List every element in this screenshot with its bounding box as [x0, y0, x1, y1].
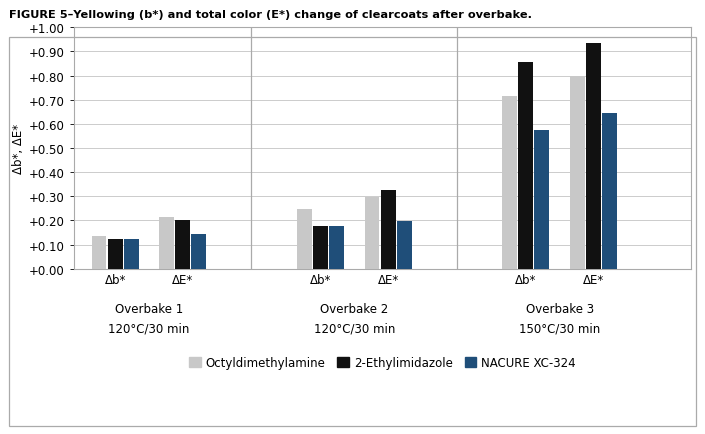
Bar: [502, 97, 517, 269]
Bar: [397, 221, 412, 269]
Text: 150°C/30 min: 150°C/30 min: [519, 322, 600, 335]
Bar: [329, 226, 344, 269]
Bar: [159, 217, 174, 269]
Bar: [518, 63, 533, 269]
Bar: [313, 226, 328, 269]
Text: Overbake 1: Overbake 1: [115, 303, 183, 316]
Bar: [534, 131, 549, 269]
Bar: [92, 237, 106, 269]
Text: Overbake 2: Overbake 2: [320, 303, 388, 316]
Text: Overbake 3: Overbake 3: [525, 303, 594, 316]
Bar: [191, 234, 207, 269]
Text: FIGURE 5–Yellowing (b*) and total color (E*) change of clearcoats after overbake: FIGURE 5–Yellowing (b*) and total color …: [9, 10, 532, 20]
Bar: [297, 209, 312, 269]
Legend: Octyldimethylamine, 2-Ethylimidazole, NACURE XC-324: Octyldimethylamine, 2-Ethylimidazole, NA…: [185, 352, 580, 374]
Bar: [123, 239, 139, 269]
Text: 120°C/30 min: 120°C/30 min: [314, 322, 395, 335]
Bar: [108, 239, 123, 269]
Bar: [364, 198, 379, 269]
Text: 120°C/30 min: 120°C/30 min: [109, 322, 190, 335]
Y-axis label: Δb*, ΔE*: Δb*, ΔE*: [12, 124, 25, 174]
Bar: [586, 44, 601, 269]
Bar: [381, 190, 396, 269]
Bar: [602, 114, 617, 269]
Bar: [176, 221, 190, 269]
Bar: [570, 76, 585, 269]
